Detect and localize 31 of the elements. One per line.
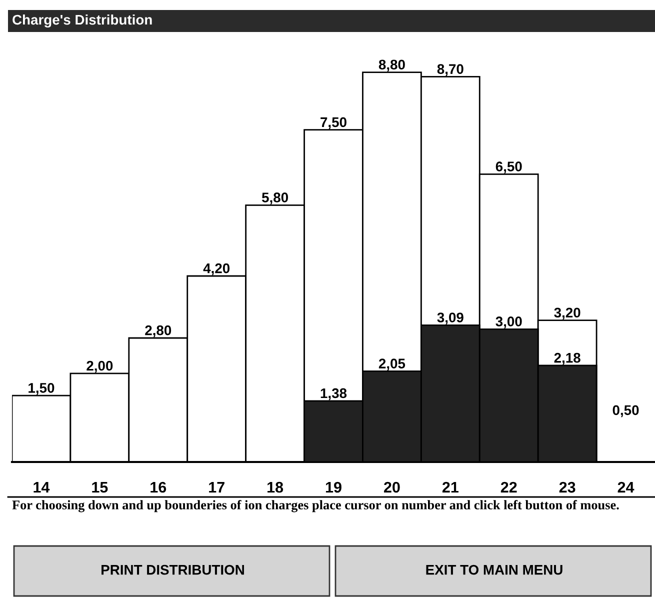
- x-tick-label: 24: [618, 482, 634, 493]
- data-label: 3,00: [496, 316, 522, 328]
- text: For choosing down and up bounderies of ion charges place cursor on number and click left button of mouse.: [12, 500, 619, 512]
- data-label: 2,05: [378, 358, 406, 370]
- x-tick-label: 22: [500, 482, 517, 493]
- x-tick-label: 18: [268, 482, 284, 493]
- data-label: 6,50: [496, 162, 522, 174]
- x-tick-label: 21: [442, 482, 458, 493]
- x-tick-label: 19: [326, 482, 342, 493]
- annotation: 0,50: [612, 405, 639, 418]
- data-label: 8,70: [437, 64, 464, 76]
- x-tick-label: 15: [92, 482, 108, 493]
- data-label: 3,09: [437, 312, 464, 324]
- x-tick-label: 17: [209, 482, 224, 493]
- data-label: 3,20: [554, 308, 580, 320]
- data-label: 1,50: [28, 382, 54, 395]
- chart-title: Charge's Distribution: [12, 14, 152, 28]
- data-label: 4,20: [203, 263, 230, 276]
- text: PRINT DISTRIBUTION: [102, 564, 244, 575]
- x-tick-label: 23: [559, 482, 576, 493]
- x-tick-label: 16: [150, 482, 166, 493]
- data-label: 2,00: [86, 360, 113, 373]
- data-label: 2,18: [554, 352, 580, 365]
- data-label: 5,80: [262, 192, 288, 204]
- data-label: 1,38: [320, 388, 347, 400]
- data-label: 7,50: [320, 117, 346, 130]
- data-label: 8,80: [378, 60, 405, 72]
- x-tick-label: 20: [384, 482, 400, 493]
- x-tick-label: 14: [34, 482, 50, 493]
- text: EXIT TO MAIN MENU: [426, 564, 562, 575]
- data-label: 2,80: [145, 325, 172, 338]
